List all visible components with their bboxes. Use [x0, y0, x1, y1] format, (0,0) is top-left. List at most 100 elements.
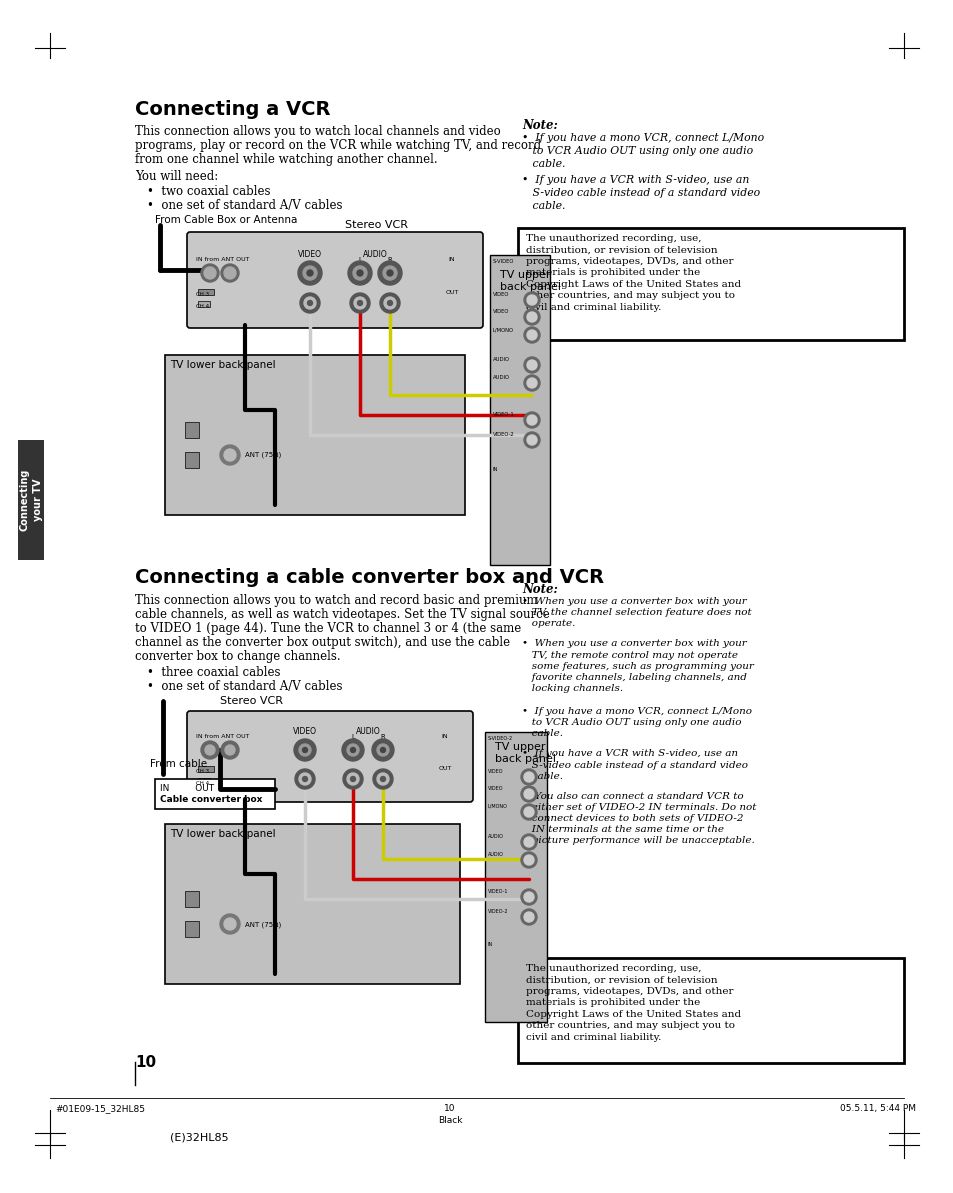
Text: L/MONO: L/MONO [488, 804, 507, 809]
Circle shape [376, 744, 389, 756]
Circle shape [302, 777, 307, 781]
FancyBboxPatch shape [187, 231, 482, 328]
Circle shape [523, 309, 539, 324]
Circle shape [523, 892, 534, 902]
Text: VIDEO: VIDEO [297, 251, 322, 259]
Text: OUT: OUT [437, 766, 451, 771]
Text: VIDEO: VIDEO [488, 769, 503, 774]
Circle shape [302, 748, 307, 753]
Bar [198, 289, 213, 295]
Text: converter box to change channels.: converter box to change channels. [135, 650, 340, 663]
Circle shape [224, 449, 235, 460]
Text: AUDIO: AUDIO [488, 852, 503, 857]
Text: From Cable Box or Antenna: From Cable Box or Antenna [154, 215, 297, 225]
Text: AUDIO: AUDIO [493, 357, 510, 361]
Circle shape [526, 330, 537, 340]
Text: CH 4: CH 4 [195, 304, 209, 309]
Text: Note:: Note: [521, 119, 558, 132]
Text: IN         OUT: IN OUT [160, 784, 213, 793]
Text: IN: IN [441, 734, 448, 738]
Circle shape [523, 837, 534, 847]
Circle shape [201, 741, 219, 759]
Text: from one channel while watching another channel.: from one channel while watching another … [135, 153, 437, 166]
Circle shape [354, 297, 366, 309]
Text: •  If you have a mono VCR, connect L/Mono
   to VCR Audio OUT using only one aud: • If you have a mono VCR, connect L/Mono… [521, 707, 751, 738]
Circle shape [523, 412, 539, 428]
Circle shape [347, 773, 358, 785]
Text: •  two coaxial cables: • two coaxial cables [147, 185, 271, 198]
Text: channel as the converter box output switch), and use the cable: channel as the converter box output swit… [135, 636, 510, 649]
Circle shape [205, 744, 214, 755]
Bar [185, 891, 199, 907]
Text: The unauthorized recording, use,
distribution, or revision of television
program: The unauthorized recording, use, distrib… [525, 234, 740, 311]
Circle shape [526, 435, 537, 445]
Text: You will need:: You will need: [135, 169, 218, 183]
Text: 10: 10 [444, 1104, 456, 1113]
Text: VIDEO: VIDEO [493, 309, 509, 314]
Circle shape [297, 261, 322, 285]
FancyBboxPatch shape [165, 356, 464, 515]
Circle shape [356, 270, 363, 276]
Circle shape [372, 738, 394, 761]
Circle shape [294, 738, 315, 761]
Circle shape [373, 769, 393, 789]
Circle shape [221, 741, 239, 759]
Text: (E)32HL85: (E)32HL85 [170, 1132, 229, 1142]
Circle shape [303, 266, 316, 280]
Text: L: L [357, 256, 361, 262]
Circle shape [220, 445, 240, 465]
Text: IN: IN [493, 466, 497, 472]
Circle shape [520, 804, 537, 820]
Circle shape [520, 909, 537, 925]
Text: VIDEO: VIDEO [488, 786, 503, 791]
Circle shape [520, 889, 537, 905]
Circle shape [380, 777, 385, 781]
Text: This connection allows you to watch local channels and video: This connection allows you to watch loca… [135, 125, 500, 138]
Bar [198, 778, 210, 784]
Text: S-VIDEO-2: S-VIDEO-2 [488, 736, 513, 741]
Circle shape [520, 834, 537, 849]
Circle shape [526, 313, 537, 322]
Text: VIDEO-1: VIDEO-1 [488, 889, 508, 894]
Circle shape [357, 301, 362, 305]
Circle shape [376, 773, 389, 785]
Text: R: R [380, 734, 385, 740]
Circle shape [307, 301, 313, 305]
Text: Black: Black [437, 1115, 462, 1125]
Text: •  If you have a VCR with S-video, use an
   S-video cable instead of a standard: • If you have a VCR with S-video, use an… [521, 175, 760, 211]
Circle shape [523, 375, 539, 391]
Circle shape [520, 786, 537, 802]
Text: Connecting
your TV: Connecting your TV [19, 469, 43, 531]
Text: TV upper
back panel: TV upper back panel [495, 742, 556, 765]
Text: VIDEO-1: VIDEO-1 [493, 412, 515, 418]
Text: S-VIDEO: S-VIDEO [493, 259, 514, 264]
Text: 10: 10 [135, 1055, 156, 1070]
Text: L: L [351, 734, 355, 740]
Text: •  If you have a mono VCR, connect L/Mono
   to VCR Audio OUT using only one aud: • If you have a mono VCR, connect L/Mono… [521, 132, 763, 168]
Bar [198, 766, 213, 772]
Text: •  You also can connect a standard VCR to
   either set of VIDEO-2 IN terminals.: • You also can connect a standard VCR to… [521, 792, 756, 846]
Circle shape [294, 769, 314, 789]
Text: •  one set of standard A/V cables: • one set of standard A/V cables [147, 680, 342, 693]
Text: •  three coaxial cables: • three coaxial cables [147, 666, 280, 679]
Circle shape [220, 914, 240, 934]
Circle shape [387, 301, 392, 305]
Circle shape [347, 744, 358, 756]
Bar [198, 301, 210, 307]
Text: CH 4: CH 4 [195, 781, 209, 786]
Text: CH 3: CH 3 [195, 769, 209, 774]
Circle shape [523, 327, 539, 344]
Circle shape [204, 267, 215, 279]
Circle shape [298, 773, 311, 785]
Circle shape [350, 777, 355, 781]
Text: •  If you have a VCR with S-video, use an
   S-video cable instead of a standard: • If you have a VCR with S-video, use an… [521, 749, 747, 780]
Text: AUDIO: AUDIO [493, 375, 510, 381]
Text: programs, play or record on the VCR while watching TV, and record: programs, play or record on the VCR whil… [135, 140, 540, 152]
Text: #01E09-15_32HL85: #01E09-15_32HL85 [55, 1104, 145, 1113]
Text: IN: IN [488, 942, 493, 947]
Circle shape [304, 297, 315, 309]
Circle shape [523, 911, 534, 922]
Circle shape [348, 261, 372, 285]
Circle shape [526, 378, 537, 388]
Text: IN from ANT OUT: IN from ANT OUT [195, 256, 250, 262]
